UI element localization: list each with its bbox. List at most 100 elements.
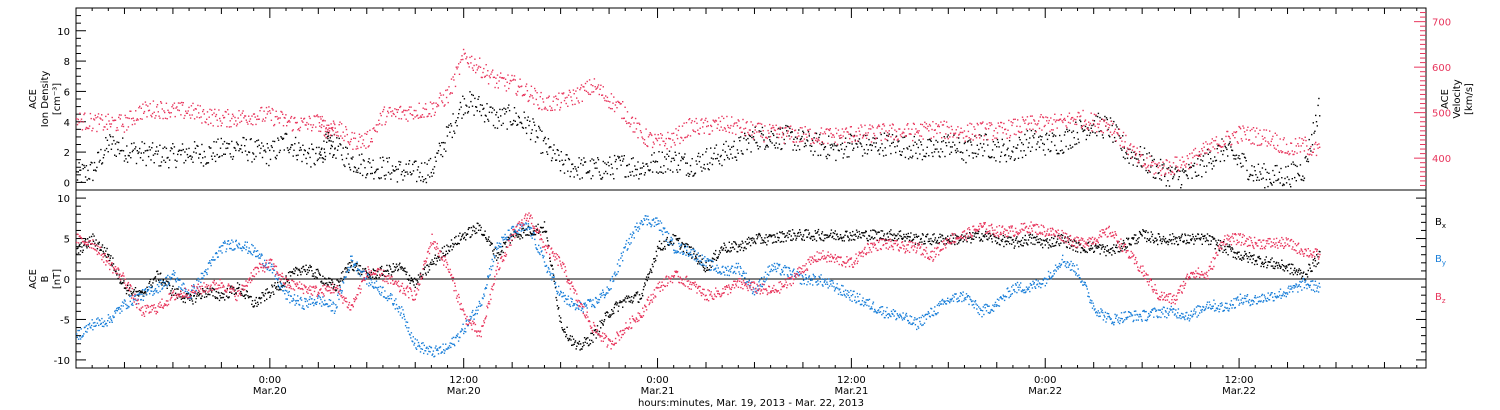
bx-point — [412, 279, 414, 281]
velocity-point — [618, 101, 621, 104]
velocity-point — [460, 59, 462, 61]
bx-point — [333, 283, 336, 286]
density-point — [117, 148, 119, 151]
density-point — [791, 131, 793, 133]
velocity-point — [1260, 143, 1263, 145]
bx-point — [458, 243, 460, 245]
velocity-point — [550, 109, 552, 112]
bx-point — [996, 242, 998, 245]
velocity-point — [665, 137, 667, 140]
velocity-point — [173, 102, 176, 104]
density-point — [174, 159, 176, 161]
density-point — [1030, 129, 1033, 132]
density-point — [343, 164, 345, 166]
bx-point — [145, 292, 147, 294]
velocity-point — [1280, 150, 1282, 152]
velocity-point — [816, 140, 819, 142]
density-point — [1285, 166, 1287, 168]
velocity-point — [1178, 170, 1180, 172]
bx-point — [901, 238, 904, 240]
velocity-point — [1315, 141, 1317, 144]
density-point — [974, 135, 976, 137]
bx-point — [1057, 234, 1059, 237]
velocity-point — [526, 90, 529, 92]
velocity-point — [814, 132, 816, 134]
velocity-point — [1218, 145, 1221, 147]
velocity-point — [535, 98, 537, 101]
velocity-point — [1084, 120, 1086, 123]
velocity-point — [137, 119, 139, 121]
velocity-point — [361, 142, 364, 145]
velocity-point — [1014, 118, 1016, 120]
density-point — [1241, 152, 1243, 155]
density-point — [622, 158, 625, 160]
density-point — [254, 141, 256, 143]
density-point — [947, 134, 949, 136]
bx-point — [648, 273, 650, 275]
velocity-point — [313, 115, 315, 117]
density-point — [632, 157, 634, 159]
density-point — [521, 126, 524, 129]
density-point — [487, 118, 489, 121]
velocity-point — [1187, 157, 1189, 160]
density-point — [902, 136, 904, 139]
density-point — [332, 141, 334, 143]
velocity-point — [954, 132, 957, 134]
density-point — [525, 132, 528, 135]
velocity-point — [1016, 125, 1018, 127]
density-point — [597, 157, 599, 159]
velocity-point — [193, 109, 195, 111]
density-point — [315, 152, 317, 155]
bx-point — [324, 282, 327, 285]
density-point — [219, 147, 222, 149]
velocity-point — [1077, 111, 1079, 114]
velocity-point — [1038, 120, 1040, 122]
density-point — [79, 169, 81, 171]
density-point — [529, 120, 531, 122]
density-point — [637, 161, 639, 163]
velocity-point — [1200, 153, 1202, 155]
density-point — [1067, 148, 1070, 150]
density-point — [978, 148, 980, 151]
density-point — [652, 160, 655, 162]
density-point — [210, 155, 213, 157]
bx-point — [764, 237, 766, 239]
density-point — [322, 161, 324, 163]
density-point — [1246, 169, 1248, 172]
density-point — [338, 137, 340, 140]
velocity-point — [622, 101, 624, 103]
bx-point — [1062, 234, 1064, 237]
bx-point — [781, 240, 783, 243]
bx-point — [183, 297, 186, 300]
density-point — [1252, 174, 1254, 177]
density-point — [851, 143, 853, 145]
velocity-point — [354, 137, 357, 140]
bx-point — [467, 228, 469, 231]
density-point — [493, 109, 495, 111]
velocity-point — [615, 101, 617, 103]
velocity-point — [991, 123, 993, 126]
velocity-point — [392, 112, 394, 115]
bx-point — [927, 240, 929, 243]
bx-point — [759, 235, 761, 237]
density-point — [575, 168, 577, 170]
density-point — [833, 143, 835, 145]
velocity-point — [1199, 155, 1201, 157]
bx-point — [303, 268, 305, 271]
velocity-point — [178, 109, 180, 112]
density-point — [736, 149, 739, 151]
density-point — [599, 174, 601, 176]
density-point — [544, 136, 546, 139]
bx-point — [662, 247, 665, 250]
density-point — [861, 155, 864, 157]
velocity-point — [676, 134, 678, 136]
velocity-point — [244, 115, 247, 117]
velocity-point — [85, 126, 88, 129]
density-point — [180, 154, 182, 156]
bx-point — [631, 296, 633, 298]
velocity-point — [557, 98, 559, 101]
velocity-point — [992, 135, 995, 137]
velocity-point — [721, 115, 723, 118]
velocity-point — [1252, 127, 1255, 129]
density-point — [427, 174, 429, 176]
